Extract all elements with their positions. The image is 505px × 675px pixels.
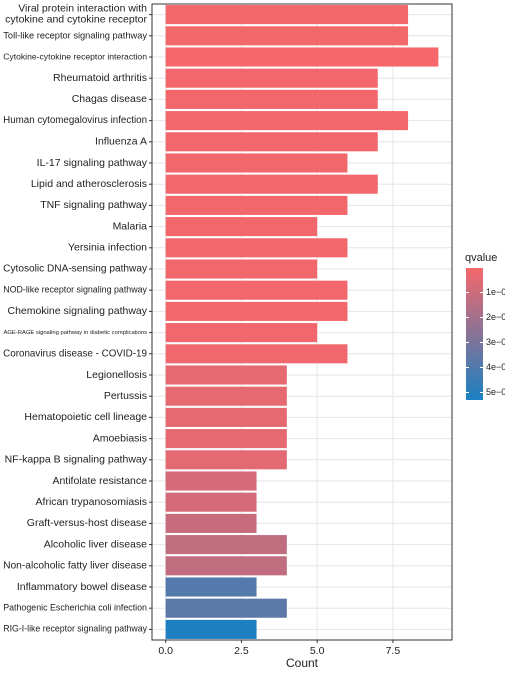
bar (165, 217, 318, 237)
colorbar (466, 268, 483, 400)
y-tick-label: African trypanosomiasis (36, 496, 147, 508)
bar (165, 513, 257, 533)
bar (165, 153, 348, 173)
bar (165, 238, 348, 258)
bar (165, 26, 409, 46)
y-tick-label: IL-17 signaling pathway (37, 157, 148, 169)
y-tick-label: Influenza A (95, 136, 147, 148)
y-tick-label: Amoebiasis (93, 432, 147, 444)
bar (165, 429, 287, 449)
y-tick-label: Coronavirus disease - COVID-19 (3, 348, 147, 359)
bar (165, 577, 257, 597)
bar (165, 47, 439, 67)
bar (165, 407, 287, 427)
y-tick-label: TNF signaling pathway (40, 199, 148, 211)
colorbar-tick-label: 5e−05 (486, 387, 505, 397)
bar (165, 195, 348, 215)
bar (165, 556, 287, 576)
y-tick-label: Cytosolic DNA-sensing pathway (3, 264, 148, 275)
y-tick-label: NOD-like receptor signaling pathway (3, 285, 147, 295)
y-tick-label: Pertussis (104, 390, 147, 402)
colorbar-tick-label: 1e−05 (486, 287, 505, 297)
y-tick-label: RIG-I-like receptor signaling pathway (3, 624, 147, 634)
y-tick-label: Cytokine-cytokine receptor interaction (3, 51, 147, 61)
bar (165, 323, 318, 343)
bar (165, 89, 378, 109)
colorbar-tick-label: 3e−05 (486, 337, 505, 347)
y-tick-label: Chemokine signaling pathway (8, 305, 148, 317)
y-tick-label: Graft-versus-host disease (27, 517, 147, 529)
bar (165, 619, 257, 639)
y-tick-label: Inflammatory bowel disease (17, 581, 147, 593)
bar (165, 68, 378, 88)
bar (165, 174, 378, 194)
bar (165, 111, 409, 131)
x-tick-label: 2.5 (234, 645, 249, 657)
y-tick-label: Non-alcoholic fatty liver disease (3, 561, 147, 572)
bar (165, 535, 287, 555)
y-tick-label: Rheumatoid arthritis (53, 72, 147, 84)
plot-border (151, 3, 453, 641)
y-tick-label: Toll-like receptor signaling pathway (3, 30, 147, 40)
y-tick-label: Human cytomegalovirus infection (3, 115, 147, 126)
bar (165, 259, 318, 279)
y-tick-label: Malaria (113, 220, 148, 232)
y-tick-label: NF-kappa B signaling pathway (5, 454, 148, 466)
colorbar-title: qvalue (465, 252, 497, 264)
y-tick-label: Chagas disease (72, 93, 147, 105)
bar (165, 344, 348, 364)
colorbar-tick-label: 4e−05 (486, 362, 505, 372)
x-tick-label: 0.0 (158, 645, 173, 657)
bar (165, 450, 287, 470)
bar (165, 5, 409, 25)
bar (165, 301, 348, 321)
y-tick-label: Lipid and atherosclerosis (31, 178, 147, 190)
colorbar-tick-label: 2e−05 (486, 312, 505, 322)
bar (165, 471, 257, 491)
y-tick-label: Legionellosis (86, 369, 147, 381)
bar (165, 365, 287, 385)
bar (165, 280, 348, 300)
y-tick-label: Antifolate resistance (52, 475, 147, 487)
y-tick-label: Yersinia infection (68, 242, 147, 254)
x-axis-title: Count (286, 656, 319, 670)
bar (165, 492, 257, 512)
y-tick-label: Alcoholic liver disease (44, 538, 147, 550)
bar (165, 598, 287, 618)
plot-panel (152, 4, 452, 640)
bar (165, 386, 287, 406)
y-tick-label: Viral protein interaction with cytokine … (2, 2, 147, 25)
x-tick-label: 5.0 (310, 645, 325, 657)
x-tick-label: 7.5 (386, 645, 401, 657)
y-tick-label: Hematopoietic cell lineage (24, 411, 147, 423)
y-tick-label: AGE-RAGE signaling pathway in diabetic c… (3, 330, 147, 336)
y-tick-label: Pathogenic Escherichia coli infection (3, 603, 147, 613)
bar (165, 132, 378, 152)
